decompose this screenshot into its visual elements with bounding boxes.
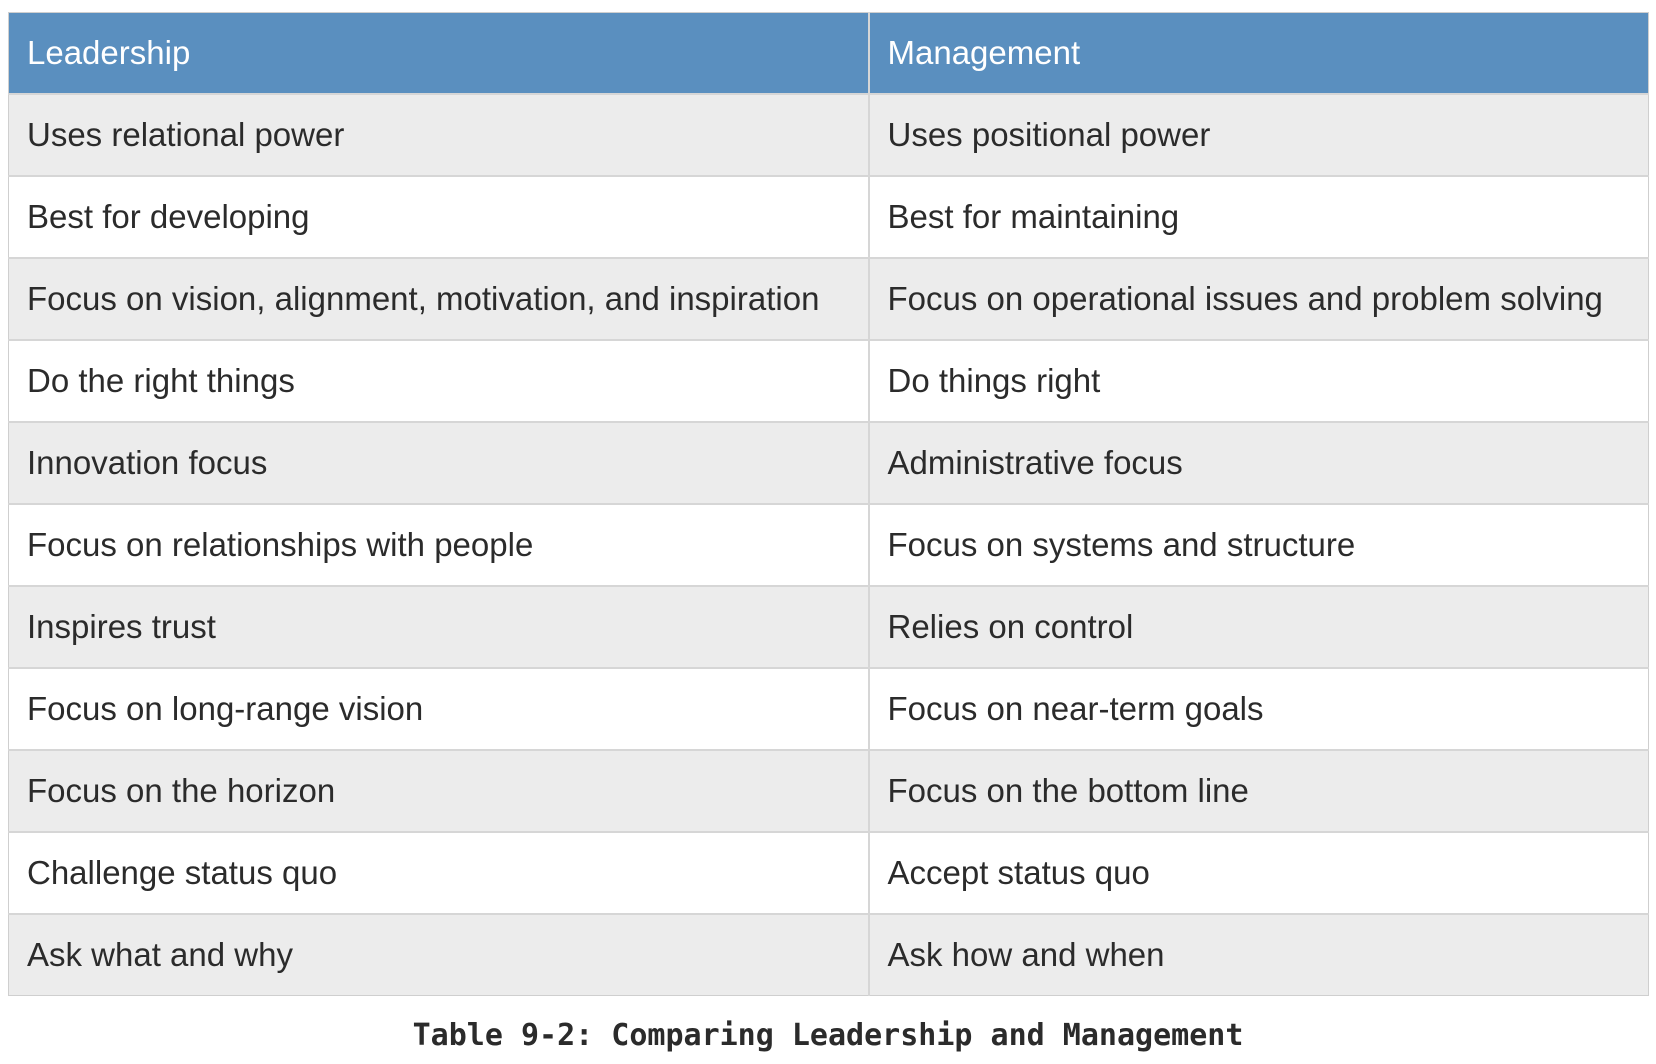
comparison-table: Leadership Management Uses relational po…	[8, 12, 1649, 996]
leadership-cell: Innovation focus	[8, 420, 870, 504]
leadership-cell: Focus on the horizon	[8, 748, 870, 832]
table-row: Focus on the horizon Focus on the bottom…	[8, 748, 1649, 832]
table-row: Focus on vision, alignment, motivation, …	[8, 256, 1649, 340]
table-row: Best for developing Best for maintaining	[8, 174, 1649, 258]
management-cell: Focus on systems and structure	[868, 502, 1649, 586]
table-row: Uses relational power Uses positional po…	[8, 92, 1649, 176]
leadership-cell: Focus on vision, alignment, motivation, …	[8, 256, 870, 340]
leadership-cell: Inspires trust	[8, 584, 870, 668]
leadership-cell: Best for developing	[8, 174, 870, 258]
table-row: Do the right things Do things right	[8, 338, 1649, 422]
management-cell: Do things right	[868, 338, 1649, 422]
header-management: Management	[868, 12, 1649, 94]
header-leadership: Leadership	[8, 12, 870, 94]
leadership-cell: Ask what and why	[8, 912, 870, 996]
table-header-row: Leadership Management	[8, 12, 1649, 94]
management-cell: Uses positional power	[868, 92, 1649, 176]
management-cell: Focus on operational issues and problem …	[868, 256, 1649, 340]
table-row: Focus on long-range vision Focus on near…	[8, 666, 1649, 750]
management-cell: Focus on the bottom line	[868, 748, 1649, 832]
management-cell: Accept status quo	[868, 830, 1649, 914]
table-caption: Table 9-2: Comparing Leadership and Mana…	[412, 1018, 1244, 1053]
leadership-cell: Challenge status quo	[8, 830, 870, 914]
management-cell: Relies on control	[868, 584, 1649, 668]
leadership-cell: Focus on long-range vision	[8, 666, 870, 750]
leadership-cell: Do the right things	[8, 338, 870, 422]
management-cell: Administrative focus	[868, 420, 1649, 504]
table-row: Challenge status quo Accept status quo	[8, 830, 1649, 914]
leadership-cell: Focus on relationships with people	[8, 502, 870, 586]
table-row: Focus on relationships with people Focus…	[8, 502, 1649, 586]
table-row: Inspires trust Relies on control	[8, 584, 1649, 668]
leadership-cell: Uses relational power	[8, 92, 870, 176]
table-row: Innovation focus Administrative focus	[8, 420, 1649, 504]
table-row: Ask what and why Ask how and when	[8, 912, 1649, 996]
management-cell: Focus on near-term goals	[868, 666, 1649, 750]
management-cell: Ask how and when	[868, 912, 1649, 996]
management-cell: Best for maintaining	[868, 174, 1649, 258]
